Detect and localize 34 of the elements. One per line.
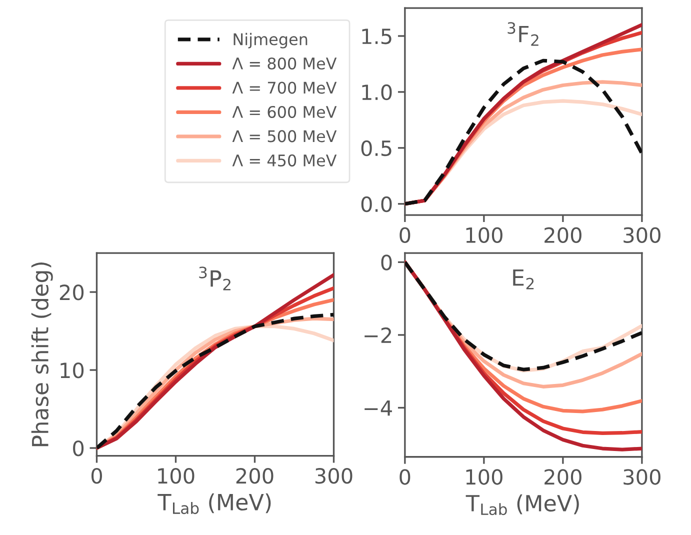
y-tick-label: 0: [381, 254, 392, 270]
x-tick-label: 300: [624, 227, 660, 243]
x-tick-label: 100: [466, 469, 502, 485]
y-tick-label: −4: [364, 400, 392, 416]
x-tick-label: 200: [544, 227, 582, 243]
y-axis-title: Phase shift (deg): [31, 262, 53, 446]
y-tick-label: 0: [73, 440, 84, 456]
text: E$_{2}$: [513, 269, 534, 290]
legend-label: Nijmegen: [234, 32, 308, 48]
y-tick-label: 0.0: [361, 196, 392, 212]
x-tick-label: 300: [315, 468, 352, 484]
legend-label: Λ = 700 MeV: [232, 82, 337, 94]
x-tick-label: 100: [158, 468, 194, 484]
x-tick-label: 200: [236, 468, 274, 484]
text: $^{3}$P$_{2}$: [199, 266, 230, 290]
y-tick-label: 1.5: [362, 28, 392, 44]
legend-label: Λ = 600 MeV: [232, 106, 337, 118]
x-tick-label: 200: [544, 469, 582, 485]
x-tick-label: 0: [400, 469, 410, 485]
x-axis-title: T$_{Lab}$ (MeV): [158, 493, 271, 514]
y-tick-label: 0.5: [361, 140, 392, 156]
y-tick-label: −2: [364, 327, 392, 343]
y-tick-label: 20: [60, 284, 84, 300]
x-tick-label: 0: [400, 227, 410, 243]
x-tick-label: 100: [466, 227, 502, 243]
legend-label: Λ = 800 MeV: [232, 57, 337, 70]
legend-label: Λ = 500 MeV: [232, 130, 337, 142]
x-tick-label: 300: [624, 469, 660, 485]
y-tick-label: 10: [60, 362, 84, 378]
legend-label: Λ = 450 MeV: [232, 154, 337, 167]
x-axis-title: T$_{Lab}$ (MeV): [466, 494, 579, 516]
text: $^{3}$F$_{2}$: [508, 22, 538, 46]
y-tick-label: 1.0: [362, 84, 392, 100]
x-tick-label: 0: [91, 468, 102, 484]
